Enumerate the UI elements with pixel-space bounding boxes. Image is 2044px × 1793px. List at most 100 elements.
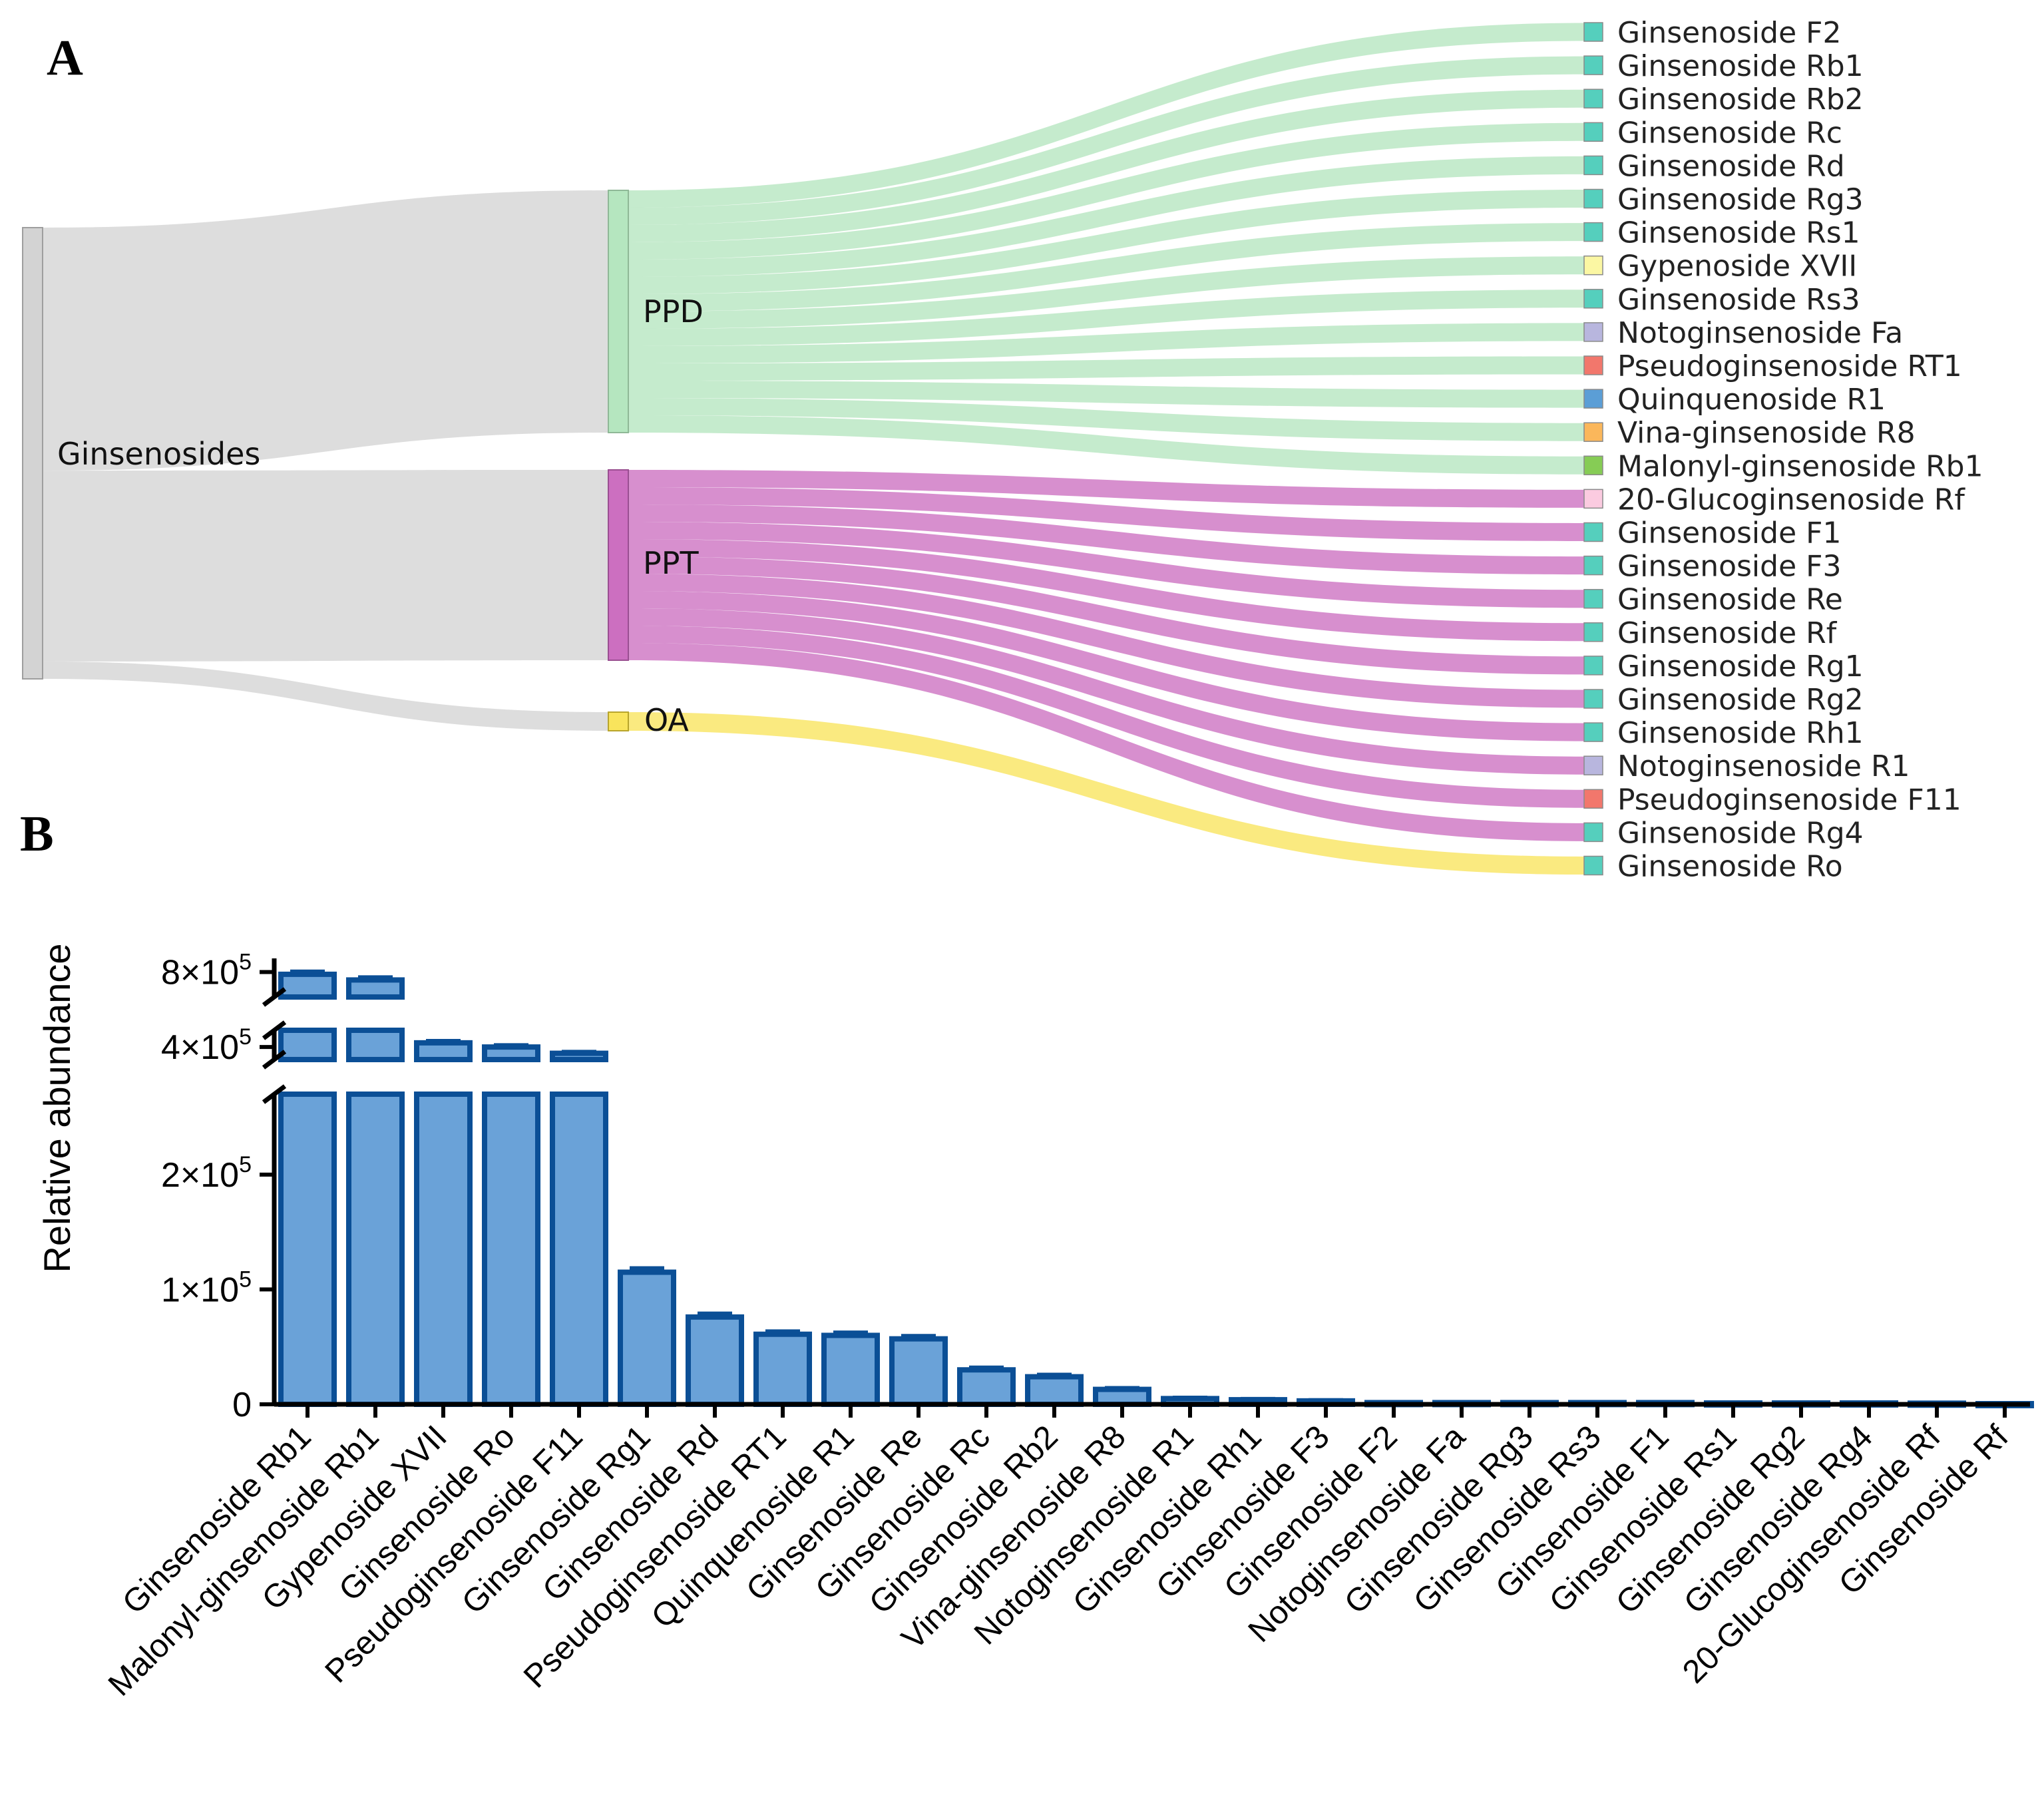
leaf-label: Vina-ginsenoside R8 (1617, 416, 1916, 450)
leaf-label: Ginsenoside Rg2 (1617, 683, 1864, 717)
link-ppt-leaf-20 (628, 574, 1584, 708)
axis-break-mark (262, 1020, 287, 1040)
y-tick-label: 8×105 (161, 949, 252, 992)
leaf-label: Gypenoside XVII (1617, 250, 1857, 284)
link-ppt-leaf-22 (628, 608, 1584, 775)
node-ppd (608, 190, 629, 433)
node-oa (608, 711, 629, 731)
sankey-nodes: Ginsenosides PPD PPT OA (22, 190, 704, 738)
leaf-node (1583, 555, 1603, 576)
leaf-node (1583, 322, 1603, 342)
leaf-node (1583, 389, 1603, 409)
link-root-ppd (43, 190, 608, 471)
leaf-label: Ginsenoside F2 (1617, 16, 1841, 50)
leaf-label: Ginsenoside Rg4 (1617, 816, 1864, 850)
leaf-label: Pseudoginsenoside F11 (1617, 783, 1961, 817)
leaf-label: Ginsenoside Re (1617, 583, 1843, 617)
link-ppd-leaf-1 (628, 56, 1584, 225)
link-ppt-leaf-24 (628, 643, 1584, 841)
bar (346, 1092, 405, 1407)
leaf-label: Notoginsenoside Fa (1617, 316, 1903, 350)
bar (278, 1092, 337, 1407)
leaf-node (1583, 188, 1603, 209)
node-ppt (608, 469, 629, 661)
leaf-node (1583, 789, 1603, 809)
leaf-node (1583, 588, 1603, 609)
leaf-node (1583, 255, 1603, 276)
axis-break-mark (262, 1084, 287, 1104)
node-ppd-label: PPD (643, 294, 704, 329)
panel-b-label: B (20, 806, 54, 862)
bar (550, 1050, 608, 1062)
leaf-node (1583, 755, 1603, 775)
sankey-links (43, 23, 1584, 875)
node-oa-label: OA (644, 702, 689, 738)
leaf-label: Ginsenoside Rg3 (1617, 183, 1864, 217)
leaf-node (1583, 155, 1603, 176)
leaf-label: Notoginsenoside R1 (1617, 749, 1910, 783)
leaf-label: Ginsenoside Rb1 (1617, 49, 1864, 83)
link-ppd-leaf-0 (628, 23, 1584, 208)
leaf-node (1583, 355, 1603, 375)
leaf-node (1583, 222, 1603, 242)
link-ppd-leaf-11 (628, 381, 1584, 408)
leaf-node (1583, 722, 1603, 742)
link-ppd-leaf-7 (628, 256, 1584, 329)
axis-break-mark (262, 987, 287, 1007)
leaf-node (1583, 289, 1603, 309)
bar (414, 1092, 473, 1407)
bar (618, 1269, 676, 1408)
leaf-label: Quinquenoside R1 (1617, 383, 1886, 417)
link-ppd-leaf-3 (628, 122, 1584, 260)
leaf-node (1583, 422, 1603, 442)
link-ppt-leaf-17 (628, 522, 1584, 608)
leaf-label: Pseudoginsenoside RT1 (1617, 349, 1962, 383)
link-ppd-leaf-10 (628, 356, 1584, 381)
bar (686, 1314, 744, 1407)
leaf-node (1583, 622, 1603, 642)
leaf-label: Ginsenoside Rf (1617, 616, 1838, 650)
leaf-node (1583, 55, 1603, 75)
axis-break-mark (262, 1050, 287, 1070)
y-tick-label: 0 (232, 1386, 252, 1424)
y-tick-label: 2×105 (161, 1152, 252, 1195)
link-ppt-leaf-23 (628, 626, 1584, 808)
link-root-ppt (43, 470, 608, 662)
link-ppt-leaf-19 (628, 556, 1584, 675)
leaf-node (1583, 522, 1603, 542)
bar (821, 1332, 880, 1408)
node-ppt-label: PPT (643, 545, 699, 581)
leaf-label: Ginsenoside Rh1 (1617, 716, 1864, 750)
y-axis-label: Relative abundance (36, 943, 78, 1273)
node-root (22, 227, 43, 680)
leaf-label: Ginsenoside Ro (1617, 850, 1843, 884)
link-ppt-leaf-14 (628, 470, 1584, 508)
link-ppd-leaf-12 (628, 398, 1584, 441)
leaf-label: Ginsenoside F1 (1617, 516, 1841, 550)
leaf-node (1583, 455, 1603, 476)
bar-chart: 0 1×105 2×105 4×105 8×105 Ginsenoside Rb1Mal… (36, 943, 2034, 1703)
link-root-oa (43, 661, 608, 731)
leaf-label: Ginsenoside Rb2 (1617, 83, 1864, 116)
bar (482, 1092, 540, 1407)
leaf-node (1583, 122, 1603, 142)
link-ppt-leaf-21 (628, 591, 1584, 741)
link-ppd-leaf-4 (628, 156, 1584, 277)
bar (278, 971, 337, 1000)
bar (889, 1336, 948, 1407)
bar (346, 977, 405, 1000)
bar (753, 1331, 812, 1407)
leaf-label: 20-Glucoginsenoside Rf (1617, 483, 1965, 516)
leaf-label: Ginsenoside Rc (1617, 116, 1842, 150)
leaf-label: Ginsenoside F3 (1617, 550, 1841, 584)
bar (482, 1044, 540, 1062)
link-ppd-leaf-2 (628, 89, 1584, 242)
leaf-node (1583, 822, 1603, 843)
link-ppd-leaf-8 (628, 290, 1584, 346)
link-ppd-leaf-13 (628, 415, 1584, 475)
bar (957, 1367, 1016, 1407)
